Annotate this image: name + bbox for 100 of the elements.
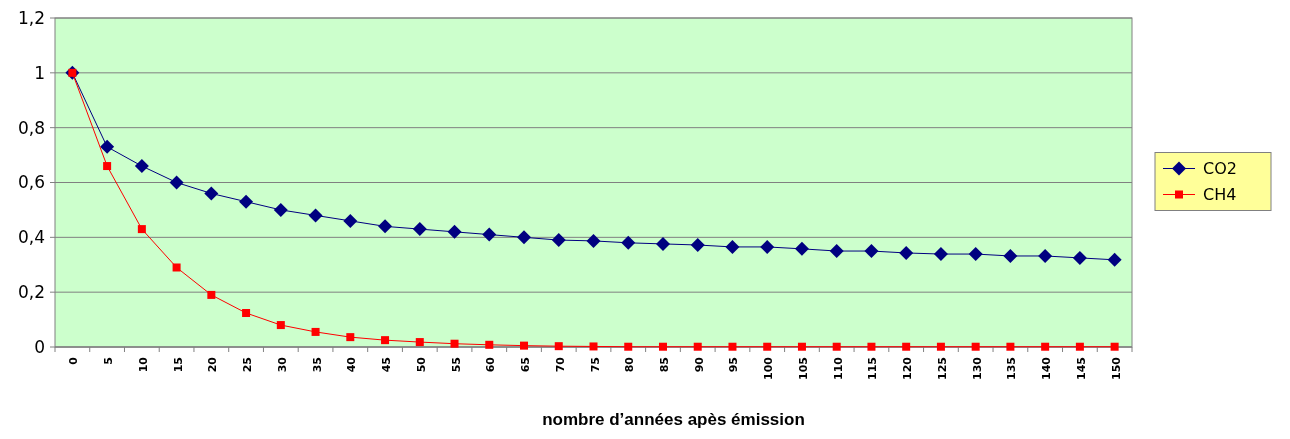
point — [624, 342, 633, 351]
x-tick-label: 55 — [449, 357, 463, 373]
x-tick-label: 35 — [310, 357, 324, 373]
x-tick-label: 100 — [762, 356, 776, 380]
point — [971, 342, 980, 351]
point — [204, 186, 219, 201]
point — [346, 333, 355, 342]
point — [1110, 342, 1119, 351]
x-tick-label: 130 — [970, 356, 984, 380]
point — [690, 238, 705, 253]
point — [693, 342, 702, 351]
point — [378, 219, 393, 234]
point — [381, 336, 390, 345]
point — [658, 342, 667, 351]
point — [103, 162, 112, 171]
x-axis-title: nombre d’années apès émission — [542, 410, 805, 429]
x-tick-label: 150 — [1109, 356, 1123, 380]
y-tick-label: 0,8 — [17, 117, 45, 138]
point — [207, 290, 216, 299]
point — [763, 342, 772, 351]
point — [100, 139, 115, 154]
point — [794, 241, 809, 256]
point — [586, 233, 601, 248]
y-tick-label: 0,6 — [17, 172, 45, 193]
x-tick-label: 40 — [345, 356, 359, 373]
point — [936, 342, 945, 351]
point — [343, 213, 358, 228]
point — [864, 244, 879, 259]
point — [832, 342, 841, 351]
x-tick-label: 65 — [519, 357, 533, 373]
point — [447, 224, 462, 239]
point — [1107, 252, 1122, 267]
x-tick-label: 20 — [206, 356, 220, 373]
point — [760, 239, 775, 254]
x-tick-label: 115 — [866, 357, 880, 380]
point — [1038, 248, 1053, 263]
x-tick-label: 0 — [67, 356, 81, 365]
point — [1003, 248, 1018, 263]
point — [933, 247, 948, 262]
point — [899, 245, 914, 260]
x-tick-label: 140 — [1040, 356, 1054, 380]
x-tick-label: 10 — [136, 356, 150, 373]
x-tick-label: 85 — [657, 357, 671, 373]
point — [1072, 250, 1087, 265]
x-tick-label: 30 — [275, 356, 289, 373]
point — [797, 342, 806, 351]
x-tick-label: 105 — [796, 357, 810, 380]
x-tick-label: 90 — [692, 356, 706, 373]
x-tick-label: 135 — [1005, 357, 1019, 380]
point — [867, 342, 876, 351]
point — [520, 341, 529, 350]
point — [728, 342, 737, 351]
point — [450, 339, 459, 348]
point — [725, 239, 740, 254]
point — [554, 342, 563, 351]
point — [415, 338, 424, 347]
point — [1006, 342, 1015, 351]
point — [517, 230, 532, 245]
point — [655, 236, 670, 251]
y-tick-label: 0,4 — [17, 227, 45, 248]
point — [276, 321, 285, 330]
point — [308, 208, 323, 223]
point — [412, 222, 427, 237]
point — [589, 342, 598, 351]
point — [273, 202, 288, 217]
point — [829, 244, 844, 259]
point — [134, 159, 149, 174]
legend-label: CH4 — [1203, 185, 1237, 205]
x-tick-label: 110 — [831, 356, 845, 380]
x-tick-label: 95 — [727, 357, 741, 373]
x-tick-label: 125 — [935, 357, 949, 380]
point — [239, 194, 254, 209]
point — [1041, 342, 1050, 351]
x-tick-label: 70 — [553, 356, 567, 373]
point — [172, 263, 181, 272]
x-tick-label: 5 — [102, 357, 116, 365]
point — [137, 225, 146, 234]
y-tick-label: 0,2 — [17, 282, 45, 303]
point — [551, 233, 566, 248]
x-tick-label: 45 — [380, 357, 394, 373]
point — [482, 227, 497, 242]
x-tick-label: 50 — [414, 356, 428, 373]
x-tick-label: 145 — [1074, 357, 1088, 380]
point — [1075, 342, 1084, 351]
x-tick-label: 75 — [588, 357, 602, 373]
x-tick-label: 120 — [901, 356, 915, 380]
y-tick-label: 1,2 — [17, 7, 45, 28]
legend-label: CO2 — [1203, 159, 1237, 179]
y-tick-label: 1 — [34, 62, 45, 83]
point — [311, 327, 320, 336]
point — [968, 247, 983, 262]
point — [621, 235, 636, 250]
point — [902, 342, 911, 351]
point — [169, 175, 184, 190]
x-tick-label: 25 — [241, 357, 255, 373]
x-tick-label: 15 — [171, 357, 185, 373]
x-tick-label: 80 — [623, 356, 637, 373]
x-tick-label: 60 — [484, 356, 498, 373]
point — [485, 340, 494, 349]
point — [242, 309, 251, 317]
